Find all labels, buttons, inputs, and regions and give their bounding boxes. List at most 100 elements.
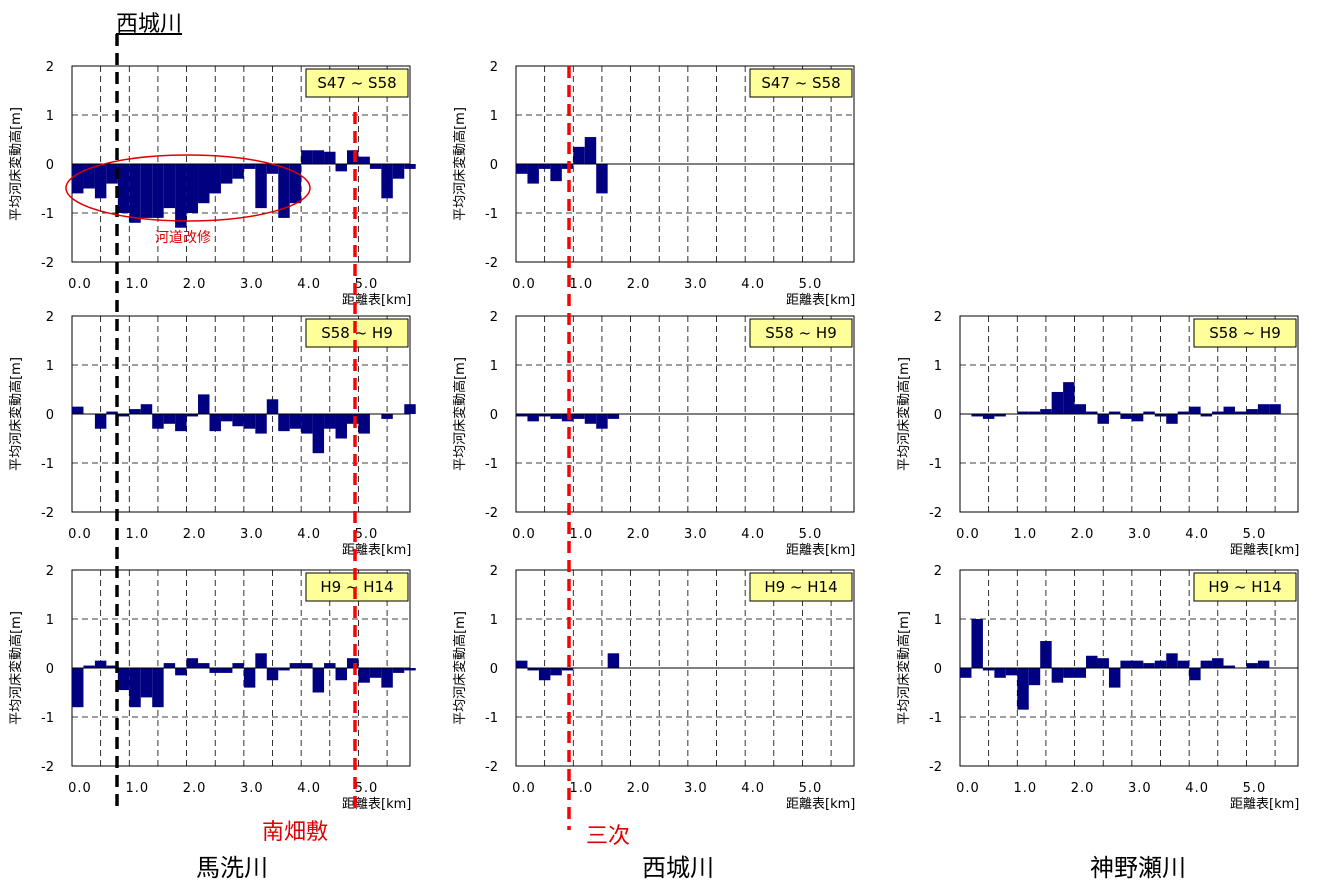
- bar: [1212, 411, 1224, 414]
- bar: [335, 668, 347, 681]
- y-tick-label: 0: [46, 662, 54, 677]
- bar: [596, 164, 608, 194]
- bar: [1166, 414, 1178, 424]
- y-axis-label: 平均河床変動高[m]: [452, 107, 468, 221]
- bar: [1177, 660, 1190, 668]
- bar: [1005, 668, 1018, 676]
- bar: [106, 164, 118, 184]
- bar: [392, 668, 405, 673]
- y-tick-label: -2: [41, 506, 54, 521]
- bar: [982, 414, 995, 419]
- bar: [381, 414, 393, 419]
- period-legend-label: H9 ~ H14: [764, 578, 837, 596]
- bar: [117, 164, 130, 213]
- bar: [1189, 406, 1201, 414]
- y-tick-label: -2: [41, 760, 54, 775]
- x-tick-label: 1.0: [125, 781, 149, 796]
- bar: [982, 668, 995, 671]
- bar: [1017, 411, 1029, 414]
- bar: [1017, 668, 1029, 710]
- y-tick-label: 0: [46, 408, 54, 423]
- bar: [232, 164, 244, 179]
- bar: [1040, 641, 1052, 668]
- x-tick-label: 2.0: [1071, 527, 1095, 542]
- bar: [289, 164, 302, 204]
- x-axis-label: 距離表[km]: [342, 293, 411, 308]
- x-tick-label: 5.0: [1243, 527, 1267, 542]
- x-tick-label: 3.0: [684, 527, 708, 542]
- bar: [527, 668, 539, 671]
- y-tick-label: 2: [490, 564, 498, 579]
- bar: [1074, 668, 1087, 678]
- bar: [324, 151, 336, 164]
- period-legend-label: S47 ~ S58: [317, 74, 396, 92]
- bar: [220, 668, 233, 673]
- bar: [83, 665, 95, 668]
- y-tick-label: 2: [490, 310, 498, 325]
- bar: [312, 150, 325, 164]
- x-tick-label: 1.0: [125, 277, 149, 292]
- bar: [1131, 660, 1144, 668]
- bar: [312, 668, 325, 693]
- bar: [404, 164, 416, 169]
- bar: [994, 414, 1006, 417]
- bar: [266, 399, 279, 414]
- x-tick-label: 1.0: [569, 277, 593, 292]
- bar: [72, 668, 84, 708]
- bar: [381, 668, 393, 688]
- bar: [129, 164, 141, 223]
- y-tick-label: -2: [929, 760, 942, 775]
- y-tick-label: 2: [46, 564, 54, 579]
- bar: [596, 414, 608, 429]
- bar: [573, 414, 585, 419]
- period-legend-box: [749, 572, 853, 602]
- bar: [1257, 660, 1270, 668]
- period-legend-label: S47 ~ S58: [761, 74, 840, 92]
- bar: [960, 668, 972, 678]
- bar: [516, 164, 528, 174]
- period-legend-box: [1193, 572, 1297, 602]
- x-axis-label: 距離表[km]: [342, 543, 411, 558]
- bar: [1086, 411, 1098, 414]
- bar: [1086, 655, 1098, 668]
- period-legend-label: S58 ~ H9: [321, 324, 393, 342]
- bar: [289, 663, 302, 668]
- y-tick-label: 0: [934, 662, 942, 677]
- bar: [255, 164, 267, 209]
- top-river-label: 西城川: [116, 12, 183, 37]
- bar: [209, 414, 221, 432]
- bar: [538, 668, 551, 681]
- bar: [1040, 409, 1052, 414]
- x-axis-label: 距離表[km]: [786, 293, 855, 308]
- bar: [186, 658, 199, 668]
- x-tick-label: 3.0: [1128, 527, 1152, 542]
- x-tick-label: 0.0: [512, 277, 536, 292]
- bar: [1189, 668, 1201, 681]
- y-tick-label: 1: [934, 613, 942, 628]
- y-tick-label: 1: [490, 613, 498, 628]
- x-axis-label: 距離表[km]: [1230, 797, 1299, 812]
- period-legend-box: [749, 68, 853, 98]
- site-label-miyoshi: 三次: [586, 824, 631, 849]
- x-tick-label: 4.0: [741, 781, 765, 796]
- x-tick-label: 4.0: [1185, 527, 1209, 542]
- bar: [607, 414, 620, 419]
- bar: [198, 164, 210, 204]
- bar: [335, 414, 347, 439]
- bar: [209, 668, 221, 673]
- y-tick-label: 1: [490, 109, 498, 124]
- bar: [301, 663, 313, 668]
- bar: [1143, 411, 1155, 414]
- bar: [516, 414, 528, 417]
- y-axis-label: 平均河床変動高[m]: [8, 611, 24, 725]
- y-tick-label: 0: [934, 408, 942, 423]
- bar: [289, 414, 302, 429]
- bar: [527, 414, 539, 422]
- bar: [1223, 665, 1235, 668]
- y-tick-label: 2: [46, 310, 54, 325]
- bar: [1200, 414, 1213, 417]
- bar: [163, 414, 176, 424]
